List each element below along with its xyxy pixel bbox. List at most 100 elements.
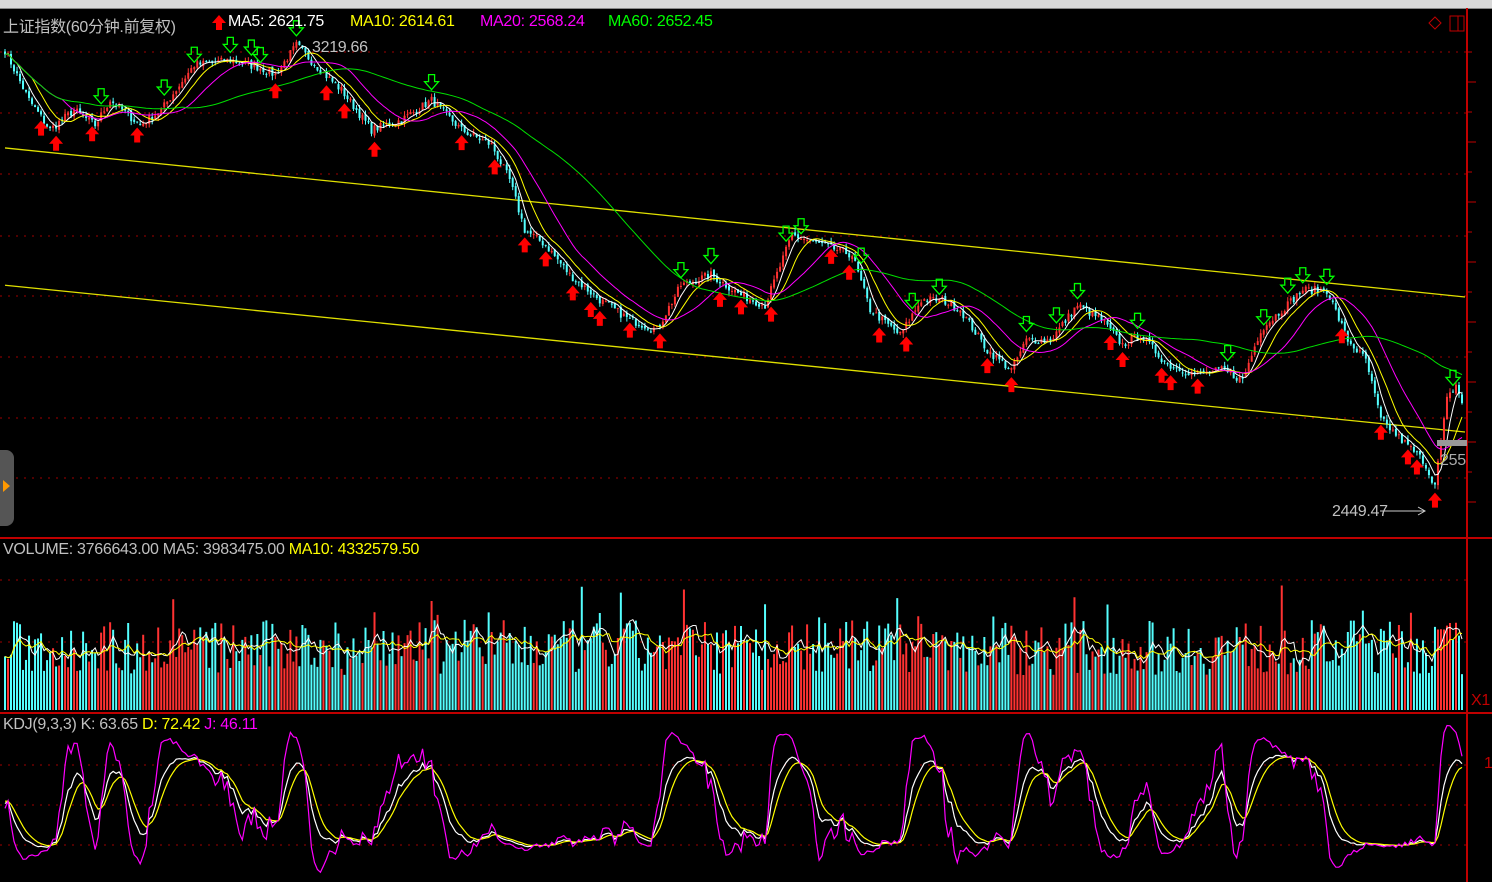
candle-body [646,328,649,330]
buy-signal-arrow-icon [622,322,637,338]
candle-body [346,95,349,100]
candle-body [1289,298,1292,301]
kdj-d-line [4,756,1463,847]
candle-body [776,271,779,279]
candle-body [451,115,454,122]
candle-body [559,260,562,264]
candle-body [1451,391,1454,393]
candle-body [1109,322,1112,329]
buy-signal-arrow-icon [764,306,779,322]
kdj-j-value: J: 46.11 [204,716,258,733]
candle-body [938,298,941,303]
candle-body [1370,373,1373,381]
candle-body [130,110,133,122]
candle-body [61,119,64,121]
candle-body [568,272,571,274]
candle-body [1223,365,1226,370]
candle-body [1262,330,1265,335]
candle-body [1094,310,1097,317]
candle-body [1016,357,1019,362]
candle-body [448,112,451,116]
candle-body [13,65,16,72]
candle-body [511,178,514,187]
candle-body [634,319,637,326]
candle-body [613,303,616,309]
candle-body [79,108,82,113]
candle-body [265,73,268,75]
candle-body [709,271,712,280]
buy-signal-arrow-icon [319,85,334,101]
candle-body [1127,344,1130,346]
candle-body [1067,313,1070,322]
candle-body [637,324,640,327]
candle-body [1310,289,1313,294]
candle-body [598,296,601,304]
candle-body [986,349,989,354]
buy-signal-arrow-icon [367,141,382,157]
candle-body [1328,295,1331,300]
candle-body [1229,371,1232,373]
buy-signal-arrow-icon [517,237,532,253]
candle-body [1283,311,1286,315]
candle-body [331,77,334,82]
candle-body [1250,355,1253,362]
candle-body [782,255,785,267]
candle-body [1274,314,1277,321]
candle-body [334,82,337,84]
candle-body [968,318,971,321]
candle-body [109,101,112,109]
candle-body [1439,441,1442,460]
candle-body [1238,376,1241,383]
candle-body [1034,341,1037,344]
candle-body [316,67,319,71]
candle-body [376,125,379,131]
candle-body [788,240,791,247]
candle-body [749,299,752,303]
candle-body [442,107,445,109]
sell-signal-arrow-icon [1294,267,1312,284]
candle-body [721,282,724,284]
candle-body [139,123,142,126]
buy-signal-arrow-icon [652,333,667,349]
candle-body [169,100,172,102]
candle-body [962,310,965,319]
candle-body [1160,358,1163,362]
candle-body [175,91,178,94]
candle-body [797,234,800,239]
candle-body [1256,341,1259,345]
candle-body [1061,322,1064,327]
candle-body [361,114,364,120]
candle-body [352,99,355,110]
candle-body [1121,343,1124,345]
candle-body [773,279,776,288]
candle-body [454,121,457,126]
candle-body [616,308,619,310]
candle-body [1031,338,1034,340]
buy-signal-arrow-icon [538,251,553,267]
candle-body [1298,293,1301,295]
candle-body [1142,337,1145,341]
candle-body [283,61,286,69]
candle-body [373,125,376,136]
buy-signal-arrow-icon [1103,334,1118,350]
collapse-panel-handle[interactable] [0,450,14,526]
candle-body [469,134,472,136]
candle-body [592,293,595,295]
kdj-d-value: D: 72.42 [142,716,201,733]
candle-body [770,286,773,300]
candle-body [1178,367,1181,371]
candle-body [340,86,343,91]
candle-body [1361,351,1364,354]
candle-body [565,264,568,273]
candle-body [415,111,418,114]
candle-body [1001,359,1004,361]
candle-body [1391,429,1394,431]
candle-body [439,103,442,106]
candle-body [595,294,598,298]
ma60-legend: MA60: 2652.45 [608,13,713,30]
candle-body [752,300,755,302]
candle-body [1337,308,1340,321]
candle-body [1352,344,1355,349]
ma10-legend: MA10: 2614.61 [350,13,455,30]
